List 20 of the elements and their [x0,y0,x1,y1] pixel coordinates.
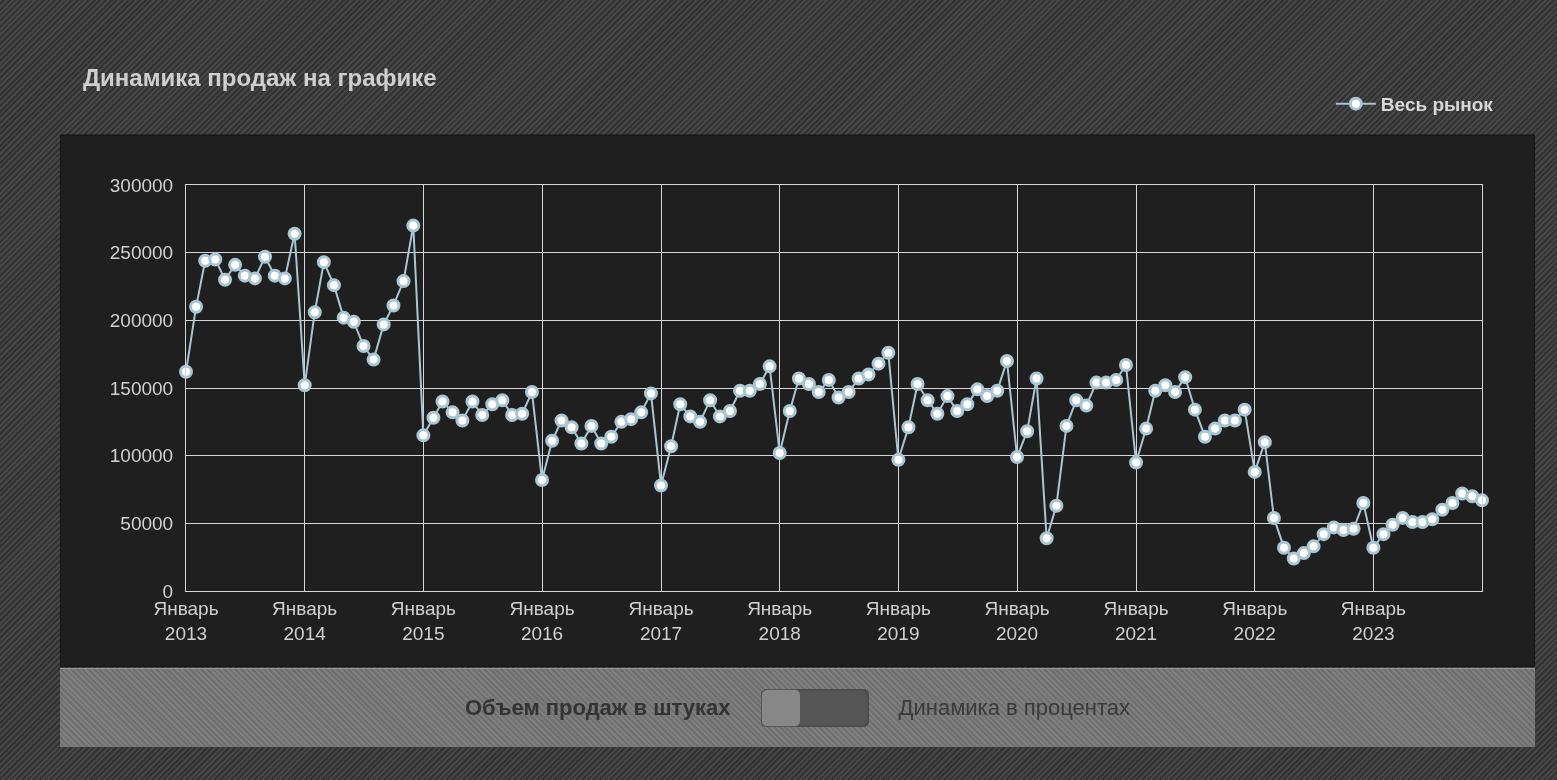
x-tick-label: Январь 2017 [628,597,694,644]
legend-label: Весь рынок [1380,94,1494,116]
x-tick-label: Январь 2019 [865,597,932,644]
text: Динамика в процентах [898,695,1131,721]
x-tick-label: Январь 2022 [1222,597,1288,644]
chart-title: Динамика продаж на графике [83,64,437,92]
x-tick-label: Январь 2018 [747,597,813,644]
y-tick-label: 250000 [109,242,174,264]
x-tick-label: Январь 2014 [272,597,338,644]
y-tick-label: 50000 [120,512,174,534]
y-tick-label: 200000 [109,309,174,331]
x-tick-label: Январь 2016 [509,597,575,644]
y-tick-label: 300000 [109,174,174,196]
x-tick-label: Январь 2020 [984,597,1050,644]
y-tick-label: 150000 [109,377,174,399]
x-tick-label: Январь 2015 [390,597,457,644]
y-tick-label: 100000 [109,445,174,467]
x-tick-label: Январь 2021 [1103,597,1169,644]
text: Объем продаж в штуках [464,695,731,721]
x-tick-label: Январь 2023 [1340,597,1407,644]
